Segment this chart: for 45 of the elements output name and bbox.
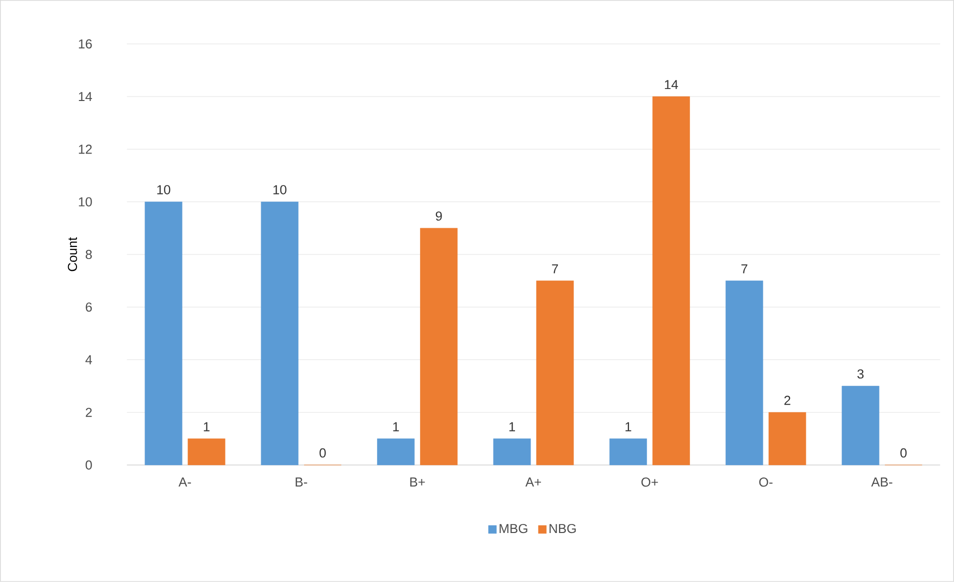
- data-label: 1: [393, 422, 399, 432]
- data-label: 0: [900, 448, 907, 458]
- legend-label: MBG: [500, 524, 528, 534]
- y-tick-label: 12: [78, 144, 92, 154]
- y-tick-label: 8: [86, 250, 92, 260]
- x-tick-label: A-: [178, 478, 191, 487]
- x-tick-label: A+: [525, 478, 542, 487]
- bar: [144, 202, 182, 466]
- x-tick-label: B-: [296, 478, 308, 487]
- y-axis-title: Count: [68, 237, 78, 272]
- legend-label: NBG: [550, 524, 576, 534]
- data-label: 9: [436, 211, 442, 221]
- bar: [260, 202, 298, 466]
- bar: [188, 438, 226, 466]
- data-label: 7: [741, 264, 748, 274]
- data-label: 10: [157, 185, 170, 194]
- y-tick-label: 14: [78, 92, 92, 102]
- x-tick-label: O+: [641, 478, 658, 487]
- y-tick-label: 4: [85, 355, 92, 364]
- y-tick-label: 6: [86, 302, 92, 312]
- bar: [536, 280, 574, 466]
- bar: [726, 280, 764, 466]
- bar: [768, 412, 806, 466]
- x-tick-label: O-: [759, 478, 772, 487]
- data-label: 10: [273, 185, 286, 194]
- y-tick-label: 16: [78, 39, 92, 49]
- bar: [652, 96, 690, 466]
- y-tick-label: 0: [86, 460, 92, 470]
- bar: [377, 438, 415, 466]
- bar: [493, 438, 531, 466]
- x-tick-label: B+: [410, 478, 425, 487]
- y-tick-label: 2: [86, 408, 92, 417]
- data-label: 1: [204, 422, 210, 432]
- data-label: 1: [509, 422, 516, 432]
- data-label: 2: [784, 396, 790, 405]
- x-tick-label: AB-: [871, 478, 892, 487]
- data-label: 1: [626, 422, 632, 432]
- data-label: 7: [552, 264, 558, 274]
- data-label: 0: [320, 448, 326, 458]
- bar: [609, 438, 647, 466]
- bar: [842, 386, 880, 466]
- data-label: 14: [664, 80, 678, 90]
- y-tick-label: 10: [78, 197, 92, 206]
- data-label: 3: [857, 369, 864, 379]
- bar: [420, 228, 458, 466]
